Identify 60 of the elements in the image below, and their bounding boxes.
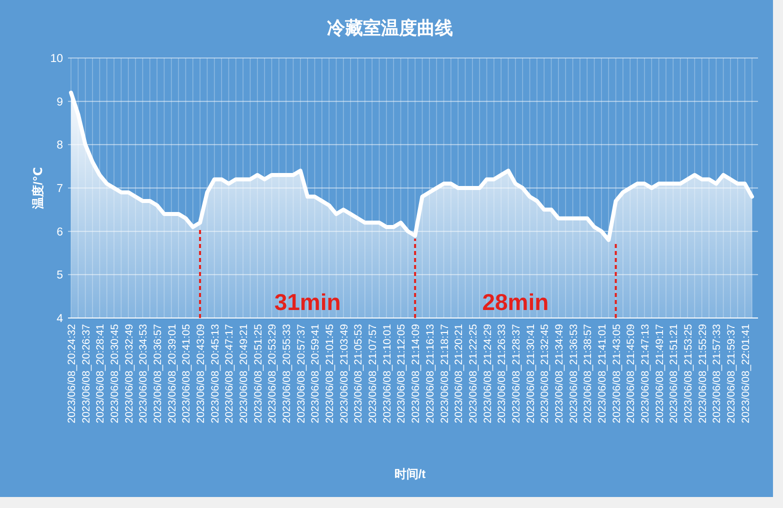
x-axis-title: 时间/t <box>394 467 426 481</box>
y-tick-label: 9 <box>56 96 63 108</box>
x-tick-label: 2023/06/08_20:59:41 <box>310 324 322 424</box>
x-tick-label: 2023/06/08_20:30:45 <box>109 324 122 424</box>
x-tick-label: 2023/06/08_21:10:01 <box>381 324 394 424</box>
x-tick-label: 2023/06/08_21:59:37 <box>725 324 738 424</box>
x-tick-label: 2023/06/08_21:55:29 <box>696 324 709 424</box>
annotation: 31min <box>274 289 341 315</box>
y-tick-label: 8 <box>56 140 63 152</box>
y-tick-label: 4 <box>56 313 64 325</box>
x-tick-label: 2023/06/08_20:32:49 <box>123 324 136 424</box>
x-tick-label: 2023/06/08_21:01:45 <box>324 324 336 424</box>
chart-title: 冷藏室温度曲线 <box>327 18 453 39</box>
x-tick-label: 2023/06/08_21:49:17 <box>654 324 666 424</box>
y-tick-label: 7 <box>56 183 63 195</box>
x-tick-label: 2023/06/08_20:36:57 <box>152 324 164 424</box>
x-tick-label: 2023/06/08_22:01:41 <box>740 324 752 424</box>
x-tick-label: 2023/06/08_21:45:09 <box>625 324 638 424</box>
x-tick-label: 2023/06/08_21:26:33 <box>496 324 508 424</box>
x-tick-label: 2023/06/08_21:28:37 <box>510 324 522 424</box>
x-tick-label: 2023/06/08_21:43:05 <box>610 324 623 424</box>
x-tick-label: 2023/06/08_21:34:49 <box>553 324 566 424</box>
x-tick-label: 2023/06/08_20:34:53 <box>138 324 150 424</box>
x-tick-label: 2023/06/08_21:51:21 <box>668 324 680 424</box>
x-tick-label: 2023/06/08_20:41:05 <box>180 324 193 424</box>
x-tick-label: 2023/06/08_21:14:09 <box>410 324 422 424</box>
y-tick-label: 10 <box>50 53 63 65</box>
x-tick-label: 2023/06/08_20:26:37 <box>80 324 92 424</box>
x-tick-label: 2023/06/08_20:49:21 <box>238 324 250 424</box>
x-tick-label: 2023/06/08_21:12:05 <box>396 324 408 424</box>
x-tick-label: 2023/06/08_21:57:33 <box>711 324 724 424</box>
x-tick-label: 2023/06/08_20:53:29 <box>266 324 279 424</box>
x-tick-label: 2023/06/08_21:03:49 <box>338 324 350 424</box>
x-tick-label: 2023/06/08_21:30:41 <box>524 324 537 424</box>
x-tick-label: 2023/06/08_21:38:57 <box>582 324 594 424</box>
annotation: 28min <box>482 289 549 315</box>
x-tick-label: 2023/06/08_20:51:25 <box>252 324 264 424</box>
x-tick-label: 2023/06/08_21:18:17 <box>438 324 451 424</box>
y-tick-label: 5 <box>56 270 63 282</box>
x-tick-label: 2023/06/08_21:20:21 <box>453 324 466 424</box>
x-tick-label: 2023/06/08_21:36:53 <box>568 324 580 424</box>
x-tick-label: 2023/06/08_21:16:13 <box>424 324 436 424</box>
y-tick-label: 6 <box>56 226 63 238</box>
x-tick-label: 2023/06/08_21:47:13 <box>639 324 652 424</box>
x-tick-label: 2023/06/08_20:55:33 <box>281 324 294 424</box>
x-tick-label: 2023/06/08_20:28:41 <box>94 324 107 424</box>
x-tick-label: 2023/06/08_21:53:25 <box>682 324 694 424</box>
x-tick-label: 2023/06/08_20:45:13 <box>209 324 222 424</box>
x-tick-label: 2023/06/08_21:22:25 <box>467 324 480 424</box>
x-tick-label: 2023/06/08_21:24:29 <box>482 324 494 424</box>
y-axis-title: 温度/℃ <box>31 167 45 210</box>
x-tick-label: 2023/06/08_20:47:17 <box>224 324 236 424</box>
x-tick-label: 2023/06/08_20:39:01 <box>166 324 178 424</box>
x-tick-label: 2023/06/08_20:57:37 <box>295 324 308 424</box>
x-tick-label: 2023/06/08_20:24:32 <box>66 324 78 424</box>
x-tick-label: 2023/06/08_21:32:45 <box>539 324 552 424</box>
x-tick-label: 2023/06/08_21:07:57 <box>367 324 380 424</box>
x-tick-label: 2023/06/08_20:43:09 <box>195 324 208 424</box>
x-tick-label: 2023/06/08_21:41:01 <box>596 324 608 424</box>
x-tick-label: 2023/06/08_21:05:53 <box>352 324 365 424</box>
